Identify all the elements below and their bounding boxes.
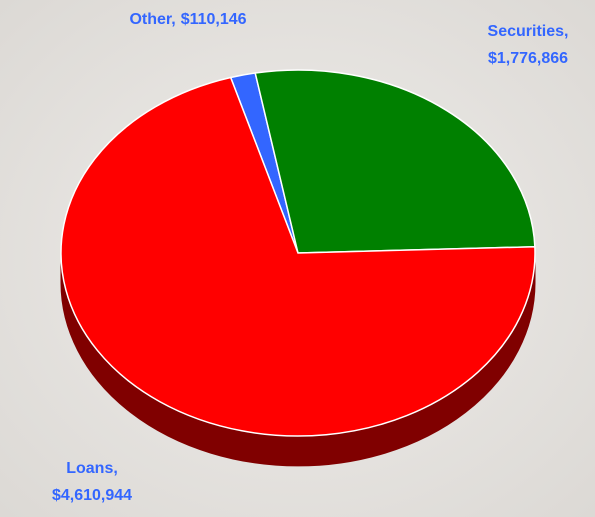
value-label: $1,776,866 xyxy=(488,50,568,67)
data-label: Loans, $4,610,944 xyxy=(52,460,132,504)
value-label: $4,610,944 xyxy=(52,487,132,504)
value-label: $110,146 xyxy=(181,11,247,28)
category-label: Securities, xyxy=(488,23,569,40)
data-label: Securities, $1,776,866 xyxy=(488,23,569,67)
slice xyxy=(60,76,536,437)
slice xyxy=(254,69,536,254)
data-label: Other, $110,146 xyxy=(129,11,246,28)
category-label: Loans, xyxy=(66,460,118,477)
category-label: Other, xyxy=(129,11,175,28)
